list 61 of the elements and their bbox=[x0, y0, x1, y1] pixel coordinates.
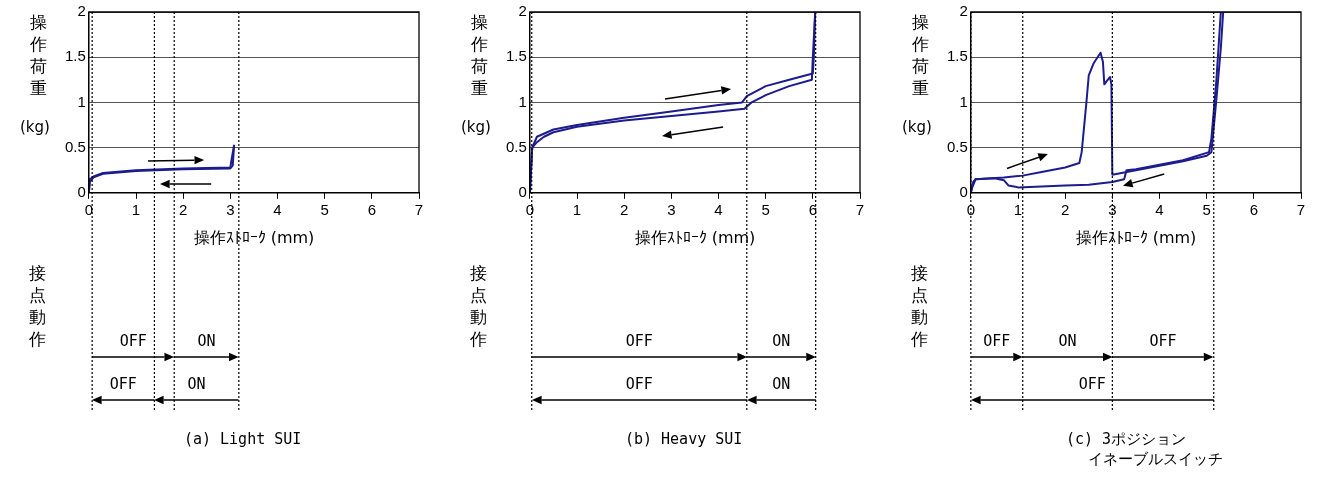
x-tick-label: 2 bbox=[179, 200, 188, 218]
x-tick-label: 2 bbox=[620, 200, 629, 218]
y-tick-label: 0.5 bbox=[64, 137, 86, 155]
text: ON bbox=[772, 332, 791, 350]
x-axis-title: 操作ｽﾄﾛｰｸ (mm) bbox=[634, 227, 756, 247]
y-tick-label: 0.5 bbox=[946, 137, 968, 155]
y-tick-label: 1 bbox=[959, 92, 968, 110]
y-tick-label: 1.5 bbox=[505, 47, 527, 65]
y-tick-label: 2 bbox=[959, 2, 968, 20]
text: 接点動作 bbox=[910, 262, 929, 350]
text: ON bbox=[772, 375, 791, 393]
x-tick-label: 3 bbox=[1108, 200, 1117, 218]
text: (a) Light SUI bbox=[183, 429, 302, 448]
text: イネーブルスイッチ bbox=[1087, 449, 1223, 468]
x-tick-label: 5 bbox=[1202, 200, 1211, 218]
text: ON bbox=[187, 375, 206, 393]
text: OFF bbox=[625, 375, 653, 393]
y-tick-label: 2 bbox=[518, 2, 527, 20]
x-tick-label: 1 bbox=[1013, 200, 1023, 218]
text: OFF bbox=[109, 375, 137, 393]
x-tick-label: 2 bbox=[1061, 200, 1070, 218]
text: 接点動作 bbox=[28, 262, 47, 350]
y-tick-label: 0 bbox=[77, 182, 86, 200]
x-tick-label: 5 bbox=[320, 200, 329, 218]
x-tick-label: 3 bbox=[667, 200, 676, 218]
x-tick-label: 5 bbox=[761, 200, 770, 218]
y-tick-label: 2 bbox=[77, 2, 86, 20]
y-tick-label: 1 bbox=[77, 92, 86, 110]
text: OFF bbox=[1149, 332, 1177, 350]
x-tick-label: 7 bbox=[414, 200, 424, 218]
x-tick-label: 6 bbox=[1249, 200, 1259, 218]
y-axis-title: 操作荷重(kg) bbox=[460, 12, 491, 136]
y-tick-label: 0 bbox=[959, 182, 968, 200]
x-tick-label: 1 bbox=[131, 200, 141, 218]
text: (c) 3ポジション bbox=[1065, 429, 1187, 448]
x-tick-label: 6 bbox=[367, 200, 377, 218]
x-tick-label: 7 bbox=[1296, 200, 1306, 218]
x-tick-label: 4 bbox=[1155, 200, 1164, 218]
text: 接点動作 bbox=[469, 262, 488, 350]
x-axis-title: 操作ｽﾄﾛｰｸ (mm) bbox=[193, 227, 315, 247]
x-tick-label: 3 bbox=[226, 200, 235, 218]
x-tick-label: 4 bbox=[714, 200, 723, 218]
y-axis-title: 操作荷重(kg) bbox=[19, 12, 50, 136]
x-tick-label: 1 bbox=[572, 200, 582, 218]
text: ON bbox=[1058, 332, 1077, 350]
x-tick-label: 4 bbox=[273, 200, 282, 218]
x-tick-label: 7 bbox=[855, 200, 865, 218]
text: OFF bbox=[983, 332, 1011, 350]
y-tick-label: 1 bbox=[518, 92, 527, 110]
y-tick-label: 0.5 bbox=[505, 137, 527, 155]
text: OFF bbox=[625, 332, 653, 350]
text: ON bbox=[197, 332, 216, 350]
y-tick-label: 1.5 bbox=[946, 47, 968, 65]
y-tick-label: 0 bbox=[518, 182, 527, 200]
x-tick-label: 6 bbox=[808, 200, 818, 218]
text: OFF bbox=[119, 332, 147, 350]
text: (b) Heavy SUI bbox=[624, 429, 743, 448]
y-tick-label: 1.5 bbox=[64, 47, 86, 65]
y-axis-title: 操作荷重(kg) bbox=[901, 12, 932, 136]
x-axis-title: 操作ｽﾄﾛｰｸ (mm) bbox=[1075, 227, 1197, 247]
text: OFF bbox=[1078, 375, 1106, 393]
